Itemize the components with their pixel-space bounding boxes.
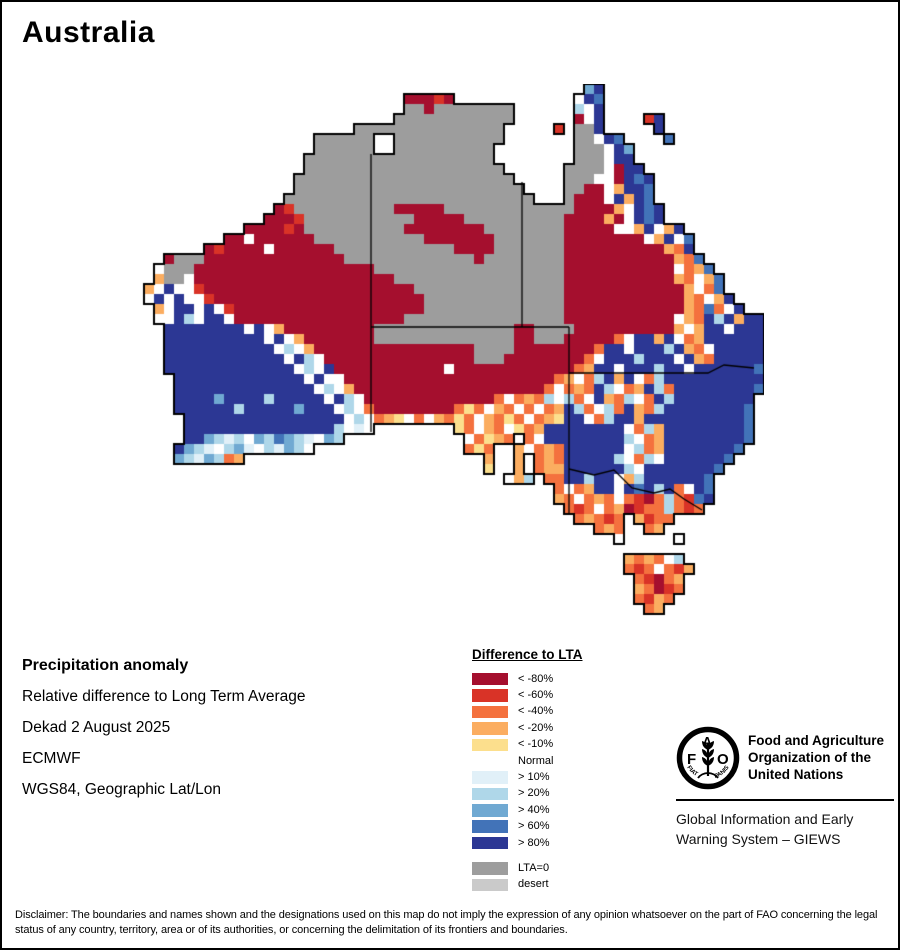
legend-label: < -80% <box>518 672 554 685</box>
legend-swatch <box>472 862 508 875</box>
legend-swatch <box>472 705 508 719</box>
legend-label: < -10% <box>518 738 554 751</box>
legend-swatch <box>472 771 508 784</box>
legend-rows: < -80% < -60% < -40% < -20% < -10% Normal > 10… <box>472 671 642 893</box>
legend-item: < -10% <box>472 737 642 753</box>
legend-item: desert <box>472 877 642 893</box>
legend-title: Difference to LTA <box>472 647 583 662</box>
legend-label: < -40% <box>518 705 554 718</box>
page-title: Australia <box>22 16 155 49</box>
map-info-block: Precipitation anomaly Relative differenc… <box>22 650 306 805</box>
legend-item: < -80% <box>472 671 642 687</box>
fao-divider <box>676 799 894 801</box>
australia-precipitation-anomaly-map <box>114 84 764 624</box>
fao-name-line: Food and Agriculture <box>748 733 884 748</box>
legend-item: < -60% <box>472 687 642 703</box>
disclaimer-text: Disclaimer: The boundaries and names sho… <box>15 909 878 936</box>
legend-item: > 80% <box>472 835 642 851</box>
legend-label: desert <box>518 878 549 891</box>
legend-label: < -20% <box>518 721 554 734</box>
legend-swatch <box>472 689 508 702</box>
legend-swatch <box>472 738 508 751</box>
legend-label: LTA=0 <box>518 861 550 874</box>
legend-swatch <box>472 804 508 817</box>
legend-label: > 40% <box>518 803 550 816</box>
legend-swatch <box>472 672 508 686</box>
legend-item: > 40% <box>472 802 642 818</box>
info-projection: WGS84, Geographic Lat/Lon <box>22 781 222 798</box>
fao-name-line: Organization of the <box>748 750 871 765</box>
legend-swatch <box>472 787 508 801</box>
legend-item: > 60% <box>472 819 642 835</box>
info-source: ECMWF <box>22 750 81 767</box>
legend-swatch <box>472 755 508 768</box>
fao-name-line: United Nations <box>748 767 844 782</box>
legend-swatch <box>472 820 508 833</box>
legend-swatch <box>472 878 508 892</box>
legend: Difference to LTA < -80% < -60% < -40% < -2… <box>472 647 642 893</box>
fao-logo-icon: F A O FIAT PANIS <box>676 726 740 790</box>
legend-swatch <box>472 722 508 735</box>
svg-text:O: O <box>717 751 729 768</box>
svg-text:F: F <box>687 751 696 768</box>
svg-text:A: A <box>703 734 713 749</box>
legend-label: < -60% <box>518 689 554 702</box>
legend-label: > 10% <box>518 771 550 784</box>
legend-label: Normal <box>518 754 554 767</box>
info-description: Relative difference to Long Term Average <box>22 688 306 705</box>
legend-spacer <box>472 851 642 860</box>
fao-block: F A O FIAT PANIS <box>676 726 894 849</box>
legend-item: Normal <box>472 753 642 769</box>
giews-line: Global Information and Early <box>676 811 854 827</box>
giews-name: Global Information and Early Warning Sys… <box>676 809 894 849</box>
legend-item: > 10% <box>472 769 642 785</box>
legend-swatch <box>472 836 508 850</box>
legend-item: < -20% <box>472 720 642 736</box>
legend-label: > 80% <box>518 836 550 849</box>
legend-label: > 20% <box>518 787 550 800</box>
legend-item: < -40% <box>472 704 642 720</box>
giews-line: Warning System – GIEWS <box>676 831 841 847</box>
legend-item: LTA=0 <box>472 860 642 876</box>
info-dekad: Dekad 2 August 2025 <box>22 719 171 736</box>
legend-item: > 20% <box>472 786 642 802</box>
fao-org-name: Food and Agriculture Organization of the… <box>748 726 884 783</box>
info-product-name: Precipitation anomaly <box>22 657 189 674</box>
legend-label: > 60% <box>518 820 550 833</box>
